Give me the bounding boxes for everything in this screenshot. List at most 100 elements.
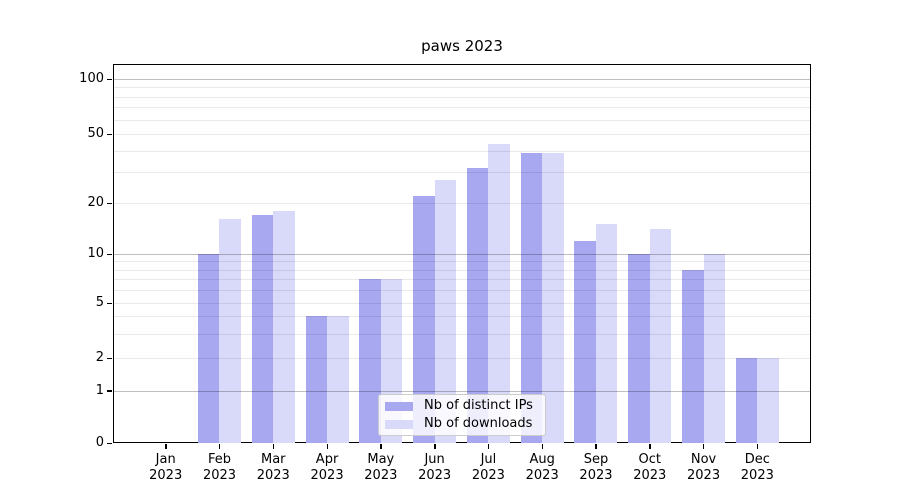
x-tick-year: 2023 <box>418 468 452 483</box>
gridline-y-8 <box>114 269 810 271</box>
bar-downloads-mar <box>273 210 295 443</box>
x-tick-nov <box>703 444 705 449</box>
x-tick-label-jul: Jul 2023 <box>458 452 518 484</box>
x-tick-year: 2023 <box>740 468 774 483</box>
gridline-y-2 <box>114 358 810 359</box>
plot-area <box>113 64 811 443</box>
x-tick-year: 2023 <box>149 468 183 483</box>
y-tick-label-50: 50 <box>87 126 104 141</box>
x-tick-dec <box>756 444 759 449</box>
y-tick-label-20: 20 <box>87 195 104 210</box>
x-tick-year: 2023 <box>687 468 721 483</box>
x-tick-year: 2023 <box>202 468 237 483</box>
x-tick-month: Aug <box>529 452 555 467</box>
gridline-y-70 <box>114 107 810 109</box>
gridline-y-7 <box>114 279 810 281</box>
bar-ips-apr <box>305 316 328 443</box>
gridline-y-50 <box>114 134 810 135</box>
x-tick-month: Oct <box>638 452 661 467</box>
legend-swatch-downloads <box>385 419 413 429</box>
x-tick-year: 2023 <box>579 468 613 483</box>
y-tick-label-100: 100 <box>79 71 104 86</box>
bar-downloads-dec <box>757 358 779 443</box>
bar-downloads-nov <box>703 254 726 443</box>
legend-swatch-ips <box>385 401 413 411</box>
gridline-y-90 <box>114 87 810 89</box>
gridline-y-6 <box>114 290 810 292</box>
x-tick-year: 2023 <box>471 468 505 483</box>
bar-ips-mar <box>251 214 274 443</box>
y-tick-20 <box>107 202 112 204</box>
gridline-y-100 <box>114 79 810 80</box>
x-tick-label-oct: Oct 2023 <box>620 452 680 484</box>
x-tick-may <box>380 444 382 449</box>
y-tick-label-10: 10 <box>87 246 104 261</box>
x-tick-jul <box>487 444 490 449</box>
legend-label: Nb of distinct IPs <box>424 398 533 413</box>
y-tick-100 <box>107 78 112 80</box>
y-tick-label-2: 2 <box>95 350 104 365</box>
y-tick-0 <box>107 442 112 444</box>
bar-downloads-oct <box>649 229 672 443</box>
x-tick-apr <box>326 444 328 449</box>
bar-ips-sep <box>574 240 596 443</box>
bar-ips-oct <box>628 254 650 443</box>
x-tick-month: Nov <box>690 452 717 467</box>
gridline-y-60 <box>114 119 810 121</box>
gridline-y-30 <box>114 172 810 174</box>
y-tick-label-5: 5 <box>95 295 104 310</box>
x-tick-mar <box>272 444 275 449</box>
x-tick-sep <box>595 444 597 449</box>
x-tick-label-apr: Apr 2023 <box>297 452 357 484</box>
bar-ips-jun <box>413 195 435 443</box>
x-tick-month: Jun <box>424 452 445 467</box>
gridline-y-20 <box>114 203 810 204</box>
bar-ips-may <box>359 279 381 443</box>
x-tick-label-feb: Feb 2023 <box>189 452 249 484</box>
x-tick-year: 2023 <box>310 468 344 483</box>
x-tick-label-jun: Jun 2023 <box>405 452 465 484</box>
y-tick-50 <box>107 133 112 135</box>
x-tick-oct <box>649 444 651 449</box>
x-tick-jun <box>434 444 436 449</box>
x-tick-label-aug: Aug 2023 <box>512 452 572 484</box>
bar-ips-aug <box>520 152 543 443</box>
x-tick-label-may: May 2023 <box>351 452 411 484</box>
x-tick-year: 2023 <box>525 468 559 483</box>
x-tick-label-nov: Nov 2023 <box>674 452 734 484</box>
y-tick-label-0: 0 <box>95 435 104 450</box>
bar-ips-jul <box>466 167 489 443</box>
bar-ips-feb <box>197 254 220 443</box>
gridline-y-4 <box>114 316 810 318</box>
x-tick-month: Feb <box>207 452 231 467</box>
bar-ips-nov <box>682 269 704 443</box>
y-tick-1 <box>107 390 112 392</box>
x-tick-label-dec: Dec 2023 <box>727 452 787 484</box>
gridline-y-3 <box>114 333 810 335</box>
legend-item-downloads: Nb of downloads <box>385 415 537 433</box>
x-tick-label-jan: Jan 2023 <box>136 452 196 484</box>
x-tick-label-sep: Sep 2023 <box>566 452 626 484</box>
x-tick-month: Jul <box>480 452 497 467</box>
x-tick-month: Sep <box>583 452 609 467</box>
x-tick-year: 2023 <box>364 468 398 483</box>
chart-title: paws 2023 <box>421 37 503 55</box>
x-tick-aug <box>541 444 544 449</box>
bar-downloads-aug <box>542 152 564 443</box>
legend: Nb of distinct IPs Nb of downloads <box>378 394 546 436</box>
y-tick-label-1: 1 <box>95 382 104 398</box>
x-tick-month: Dec <box>744 452 770 467</box>
legend-label: Nb of downloads <box>424 416 533 431</box>
x-tick-jan <box>165 444 167 449</box>
bar-downloads-apr <box>327 316 349 443</box>
y-tick-5 <box>107 302 112 304</box>
gridline-y-40 <box>114 150 810 152</box>
bar-downloads-jun <box>434 180 457 443</box>
x-tick-month: May <box>367 452 395 467</box>
y-tick-10 <box>107 253 112 255</box>
x-tick-label-mar: Mar 2023 <box>243 452 303 484</box>
y-tick-2 <box>107 357 112 359</box>
bar-downloads-jul <box>488 143 510 443</box>
x-tick-year: 2023 <box>256 468 290 483</box>
bar-downloads-feb <box>219 219 241 443</box>
